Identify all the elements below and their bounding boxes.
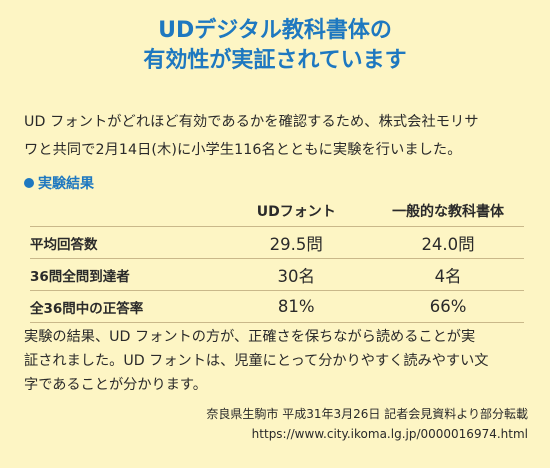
summary-line-3: 字であることが分かります。 <box>24 377 207 393</box>
table-header-row: UDフォント 一般的な教科書体 <box>30 196 524 227</box>
table-row: 36問全問到達者 30名 4名 <box>30 258 524 291</box>
source-url: https://www.city.ikoma.lg.jp/0000016974.… <box>251 427 528 441</box>
table-row: 全36問中の正答率 81% 66% <box>30 290 524 323</box>
cell-value: 29.5問 <box>220 226 373 259</box>
source-citation: 奈良県生駒市 平成31年3月26日 記者会見資料より部分転載 <box>206 407 528 421</box>
row-label: 全36問中の正答率 <box>30 290 221 323</box>
intro-line-2: ワと共同で2月14日(木)に小学生116名とともに実験を行いました。 <box>24 142 462 158</box>
bullet-icon <box>24 178 34 188</box>
section-heading-label: 実験結果 <box>38 176 94 192</box>
column-header-ud-font: UDフォント <box>220 196 373 227</box>
intro-line-1: UD フォントがどれほど有効であるかを確認するため、株式会社モリサ <box>24 114 479 130</box>
source-credit: 奈良県生駒市 平成31年3月26日 記者会見資料より部分転載 https://w… <box>206 404 528 444</box>
summary-line-2: 証されました。UD フォントは、児童にとって分かりやすく読みやすい文 <box>24 353 489 369</box>
summary-paragraph: 実験の結果、UD フォントの方が、正確さを保ちながら読めることが実 証されました… <box>24 325 530 397</box>
title-line-1: UDデジタル教科書体の <box>158 18 392 43</box>
row-label: 36問全問到達者 <box>30 258 221 291</box>
cell-value: 81% <box>220 290 373 323</box>
cell-value: 24.0問 <box>372 226 524 259</box>
title-line-2: 有効性が実証されています <box>143 48 407 73</box>
section-heading: 実験結果 <box>24 173 94 193</box>
row-label: 平均回答数 <box>30 226 221 259</box>
cell-value: 66% <box>372 290 524 323</box>
cell-value: 4名 <box>372 258 524 291</box>
summary-line-1: 実験の結果、UD フォントの方が、正確さを保ちながら読めることが実 <box>24 329 476 345</box>
page-title: UDデジタル教科書体の 有効性が実証されています <box>0 16 550 76</box>
column-header-textbook-font: 一般的な教科書体 <box>372 196 524 227</box>
table-row: 平均回答数 29.5問 24.0問 <box>30 226 524 259</box>
cell-value: 30名 <box>220 258 373 291</box>
intro-paragraph: UD フォントがどれほど有効であるかを確認するため、株式会社モリサ ワと共同で2… <box>24 108 530 164</box>
results-table: UDフォント 一般的な教科書体 平均回答数 29.5問 24.0問 36問全問到… <box>30 196 524 323</box>
table-header-empty <box>30 196 221 227</box>
